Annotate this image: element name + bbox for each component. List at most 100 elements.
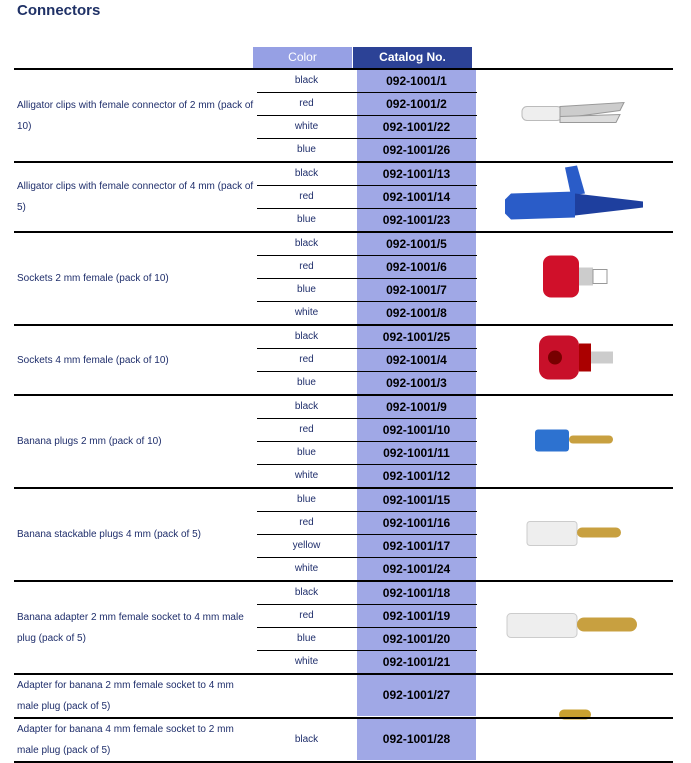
color-cell: white <box>294 563 319 574</box>
table-row: red 092-1001/6 <box>257 255 477 278</box>
product-image <box>477 489 673 580</box>
color-cell: black <box>294 587 319 598</box>
catalog-number: 092-1001/26 <box>357 139 476 161</box>
color-cell: red <box>299 261 314 272</box>
catalog-number: 092-1001/9 <box>357 396 476 418</box>
table-row: yellow 092-1001/17 <box>257 534 477 557</box>
color-cell: black <box>294 401 319 412</box>
catalog-number: 092-1001/23 <box>357 209 476 231</box>
color-cell: blue <box>297 633 316 644</box>
color-cell: red <box>299 191 314 202</box>
product-description: Sockets 4 mm female (pack of 10) <box>14 326 257 394</box>
catalog-number: 092-1001/2 <box>357 93 476 115</box>
table-row: black 092-1001/5 <box>257 233 477 255</box>
catalog-number: 092-1001/1 <box>357 70 476 92</box>
table-row: blue 092-1001/26 <box>257 138 477 161</box>
color-column-header: Color <box>253 47 352 68</box>
color-cell: black <box>294 238 319 249</box>
catalog-number: 092-1001/20 <box>357 628 476 650</box>
color-cell: blue <box>297 144 316 155</box>
product-group: Adapter for banana 4 mm female socket to… <box>14 717 673 763</box>
red-socket-4mm-icon <box>533 330 617 391</box>
catalog-number: 092-1001/25 <box>357 326 476 348</box>
product-description: Sockets 2 mm female (pack of 10) <box>14 233 257 324</box>
catalog-number: 092-1001/27 <box>357 675 476 716</box>
product-description: Banana adapter 2 mm female socket to 4 m… <box>14 582 257 673</box>
white-alligator-clip-icon <box>520 96 630 135</box>
product-image <box>477 582 673 673</box>
color-cell: black <box>294 75 319 86</box>
table-row: black 092-1001/25 <box>257 326 477 348</box>
catalog-number: 092-1001/13 <box>357 163 476 185</box>
catalog-number: 092-1001/11 <box>357 442 476 464</box>
color-cell: red <box>299 354 314 365</box>
color-cell: black <box>294 734 319 745</box>
product-group: Banana plugs 2 mm (pack of 10) black 092-1… <box>14 394 673 487</box>
catalog-number: 092-1001/18 <box>357 582 476 604</box>
product-group: Sockets 4 mm female (pack of 10) black 092… <box>14 324 673 394</box>
product-description: Alligator clips with female connector of… <box>14 163 257 231</box>
connectors-table: Alligator clips with female connector of… <box>14 68 673 763</box>
color-cell: red <box>299 517 314 528</box>
color-cell <box>257 675 356 716</box>
table-row: black 092-1001/9 <box>257 396 477 418</box>
table-row: white 092-1001/8 <box>257 301 477 324</box>
product-image <box>477 163 673 231</box>
table-row: red 092-1001/16 <box>257 511 477 534</box>
catalog-number: 092-1001/3 <box>357 372 476 394</box>
color-cell: blue <box>297 377 316 388</box>
catalog-number: 092-1001/10 <box>357 419 476 441</box>
white-banana-adapter-icon <box>505 603 645 652</box>
color-cell: red <box>299 98 314 109</box>
table-row: black 092-1001/28 <box>257 719 477 760</box>
product-image <box>477 675 673 720</box>
color-cell: blue <box>297 447 316 458</box>
product-description: Banana stackable plugs 4 mm (pack of 5) <box>14 489 257 580</box>
catalog-number: 092-1001/8 <box>357 302 476 324</box>
product-image <box>477 326 673 394</box>
product-group: Banana adapter 2 mm female socket to 4 m… <box>14 580 673 673</box>
color-cell: blue <box>297 494 316 505</box>
color-cell: white <box>294 470 319 481</box>
color-cell: red <box>299 610 314 621</box>
color-cell: black <box>294 331 319 342</box>
catalog-column-header: Catalog No. <box>353 47 472 68</box>
product-group: Sockets 2 mm female (pack of 10) black 092… <box>14 231 673 324</box>
product-description: Banana plugs 2 mm (pack of 10) <box>14 396 257 487</box>
color-cell: white <box>294 656 319 667</box>
table-row: red 092-1001/4 <box>257 348 477 371</box>
catalog-number: 092-1001/4 <box>357 349 476 371</box>
product-description: Adapter for banana 4 mm female socket to… <box>14 719 257 761</box>
table-row: black 092-1001/1 <box>257 70 477 92</box>
page-title: Connectors <box>17 2 101 19</box>
catalog-number: 092-1001/16 <box>357 512 476 534</box>
table-row: 092-1001/27 <box>257 675 477 716</box>
product-group: Alligator clips with female connector of… <box>14 161 673 231</box>
table-row: blue 092-1001/20 <box>257 627 477 650</box>
product-group: Banana stackable plugs 4 mm (pack of 5) b… <box>14 487 673 580</box>
color-cell: white <box>294 121 319 132</box>
table-row: red 092-1001/19 <box>257 604 477 627</box>
catalog-number: 092-1001/22 <box>357 116 476 138</box>
catalog-number: 092-1001/19 <box>357 605 476 627</box>
red-socket-2mm-icon <box>535 251 615 306</box>
catalog-number: 092-1001/14 <box>357 186 476 208</box>
table-row: blue 092-1001/3 <box>257 371 477 394</box>
color-cell: black <box>294 168 319 179</box>
table-row: white 092-1001/12 <box>257 464 477 487</box>
table-row: black 092-1001/13 <box>257 163 477 185</box>
table-row: red 092-1001/10 <box>257 418 477 441</box>
table-row: blue 092-1001/23 <box>257 208 477 231</box>
product-group: Adapter for banana 2 mm female socket to… <box>14 673 673 720</box>
product-description: Alligator clips with female connector of… <box>14 70 257 161</box>
color-cell: red <box>299 424 314 435</box>
table-row: black 092-1001/18 <box>257 582 477 604</box>
table-row: red 092-1001/2 <box>257 92 477 115</box>
catalog-number: 092-1001/17 <box>357 535 476 557</box>
table-row: white 092-1001/24 <box>257 557 477 580</box>
catalog-number: 092-1001/21 <box>357 651 476 673</box>
table-row: blue 092-1001/11 <box>257 441 477 464</box>
table-row: blue 092-1001/7 <box>257 278 477 301</box>
product-description: Adapter for banana 2 mm female socket to… <box>14 675 257 717</box>
blue-banana-plug-icon <box>533 423 617 460</box>
